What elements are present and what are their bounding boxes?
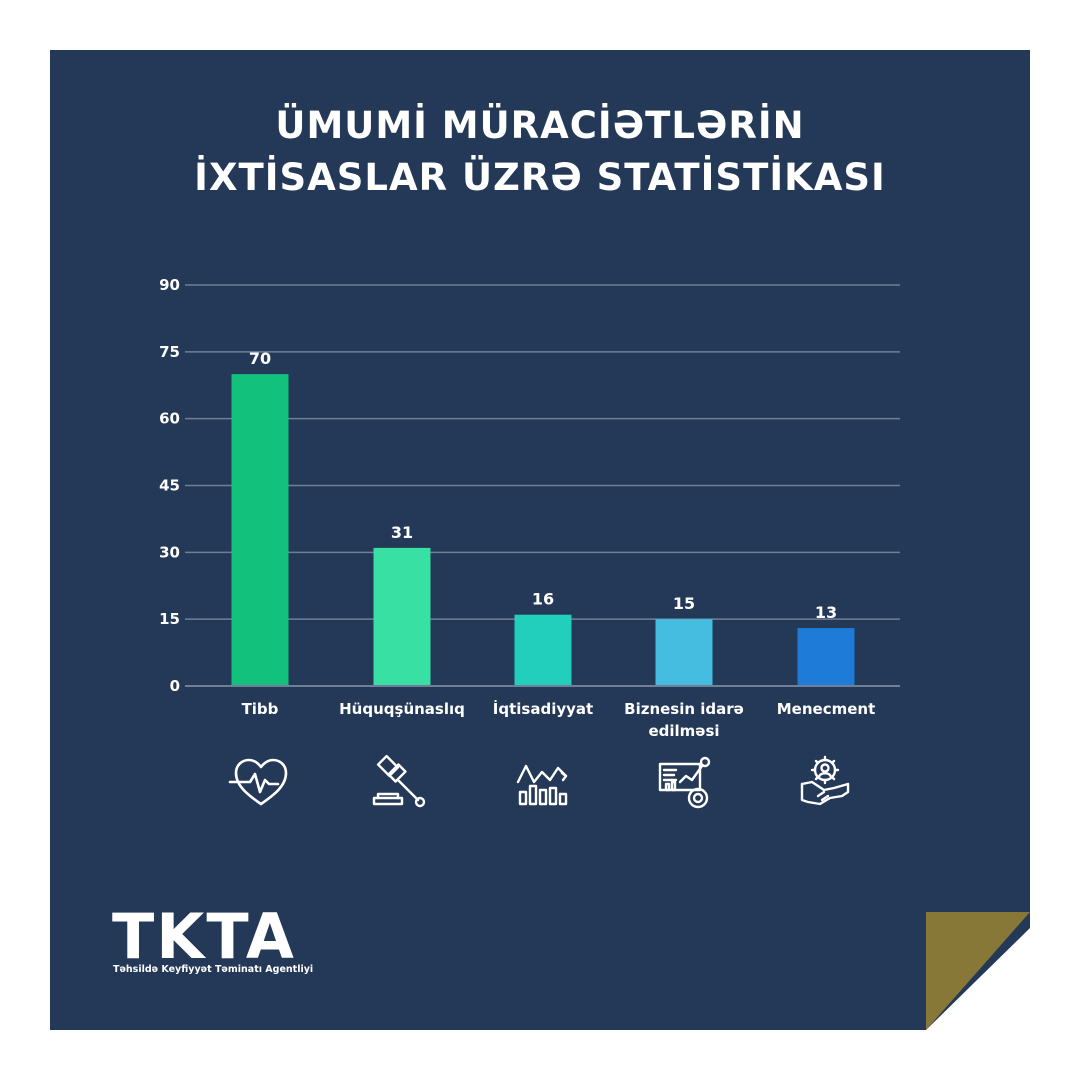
value-label: 70	[249, 349, 271, 368]
x-tick-label: edilməsi	[648, 722, 719, 740]
x-tick-label: Hüquqşünaslıq	[339, 700, 465, 718]
management-handshake-icon	[790, 752, 860, 812]
x-tick-label: İqtisadiyyat	[493, 699, 593, 718]
y-tick-label: 75	[159, 343, 180, 361]
value-label: 16	[532, 590, 554, 609]
bar	[655, 619, 713, 686]
chart-title: ÜMUMİ MÜRACİƏTLƏRİN İXTİSASLAR ÜZRƏ STAT…	[50, 100, 1030, 204]
economy-chart-icon	[508, 752, 578, 812]
y-tick-label: 45	[159, 477, 180, 495]
y-tick-label: 0	[170, 677, 180, 695]
title-line-1: ÜMUMİ MÜRACİƏTLƏRİN	[275, 104, 805, 147]
title-line-2: İXTİSASLAR ÜZRƏ STATİSTİKASI	[194, 156, 886, 199]
business-dashboard-icon	[650, 752, 720, 812]
heartbeat-icon	[226, 752, 296, 812]
y-tick-label: 30	[159, 543, 180, 561]
bar	[373, 547, 431, 686]
x-tick-label: Menecment	[777, 700, 876, 718]
tkta-logo: TKTA	[112, 900, 296, 973]
bar	[514, 614, 572, 686]
logo-subtitle: Təhsildə Keyfiyyət Təminatı Agentliyi	[113, 964, 314, 975]
bar	[231, 374, 289, 686]
x-tick-label: Biznesin idarə	[624, 700, 744, 718]
value-label: 15	[673, 594, 695, 613]
x-tick-label: Tibb	[242, 700, 279, 718]
gavel-icon	[366, 752, 436, 812]
value-label: 31	[391, 523, 413, 542]
y-tick-label: 60	[159, 410, 180, 428]
value-label: 13	[815, 603, 837, 622]
y-tick-label: 90	[159, 276, 180, 294]
y-tick-label: 15	[159, 610, 180, 628]
bar	[797, 628, 855, 686]
background-panel	[50, 50, 1030, 1030]
